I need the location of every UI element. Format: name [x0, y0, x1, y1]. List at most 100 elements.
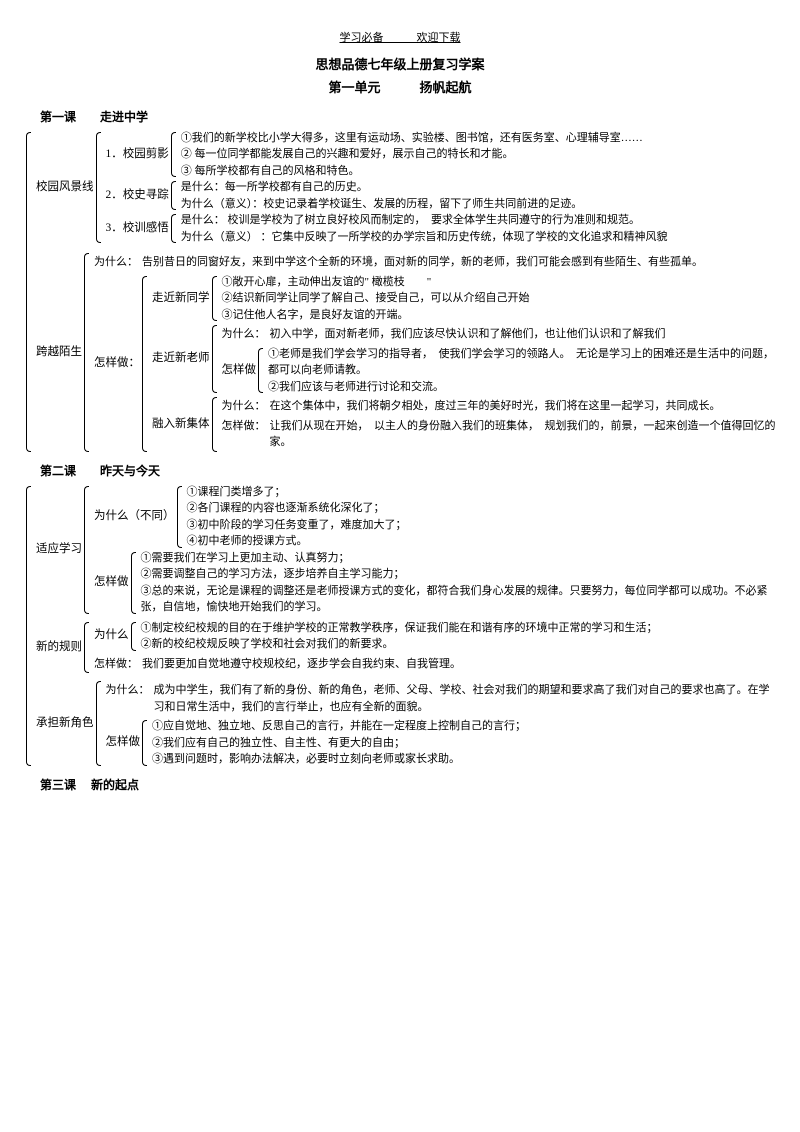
doc-title: 思想品德七年级上册复习学案: [20, 55, 780, 75]
text-item: ①应自觉地、独立地、反思自己的言行，并能在一定程度上控制自己的言行；: [152, 718, 780, 735]
label-why: 为什么：: [222, 326, 270, 343]
text-item: 我们要更加自觉地遵守校规校纪，逐步学会自我约束、自我管理。: [142, 656, 780, 673]
brace-icon: [212, 276, 220, 322]
page-header: 学习必备 欢迎下载: [20, 30, 780, 47]
label-adapt: 适应学习: [36, 484, 84, 616]
brace-icon: [84, 622, 92, 674]
brace-icon: [171, 181, 179, 210]
text-item: ②我们应有自己的独立性、自主性、有更大的自由；: [152, 735, 780, 752]
brace-icon: [177, 486, 185, 548]
sub-teachers: 走近新老师 为什么： 初入中学，面对新老师，我们应该尽快认识和了解他们，也让他们…: [152, 323, 780, 395]
label-how: 怎样做: [222, 346, 259, 396]
brace-icon: [212, 397, 220, 452]
section-rules: 新的规则 为什么 ①制定校纪校规的目的在于维护学校的正常教学秩序，保证我们能在和…: [36, 620, 780, 676]
text-item: ③总的来说，无论是课程的调整还是老师授课方式的变化，都符合我们身心发展的规律。只…: [141, 583, 781, 616]
how-row: 怎样做： 我们要更加自觉地遵守校规校纪，逐步学会自我约束、自我管理。: [94, 656, 780, 673]
brace-icon: [258, 348, 266, 394]
text-item: 初入中学，面对新老师，我们应该尽快认识和了解他们，也让他们认识和了解我们: [270, 326, 781, 343]
label-why: 为什么: [94, 620, 131, 653]
brace-icon: [84, 253, 92, 452]
why-row: 为什么： 初入中学，面对新老师，我们应该尽快认识和了解他们，也让他们认识和了解我…: [222, 326, 781, 343]
label-how: 怎样做：: [222, 418, 270, 451]
how-group: 怎样做 ①应自觉地、独立地、反思自己的言行，并能在一定程度上控制自己的言行； ②…: [106, 718, 781, 768]
label-stranger: 跨越陌生: [36, 251, 84, 454]
text-item: ④初中老师的授课方式。: [187, 533, 781, 550]
brace-icon: [171, 132, 179, 178]
brace-icon: [26, 486, 34, 766]
brace-icon: [96, 132, 104, 244]
text-item: ②结识新同学让同学了解自己、接受自己，可以从介绍自己开始: [222, 290, 781, 307]
section-adapt: 适应学习 为什么（不同） ①课程门类增多了； ②各门课程的内容也逐渐系统化深化了…: [36, 484, 780, 616]
text-item: 为什么（意义） ：它集中反映了一所学校的办学宗旨和历史传统，体现了学校的文化追求…: [181, 229, 780, 246]
text-item: 为什么（意义）：校史记录着学校诞生、发展的历程，留下了师生共同前进的足迹。: [181, 196, 780, 213]
label-rules: 新的规则: [36, 620, 84, 676]
text-item: 在这个集体中，我们将朝夕相处，度过三年的美好时光，我们将在这里一起学习，共同成长…: [270, 398, 781, 415]
label-role: 承担新角色: [36, 679, 96, 768]
text-item: 成为中学生，我们有了新的身份、新的角色，老师、父母、学校、社会对我们的期望和要求…: [154, 682, 781, 715]
text-item: 是什么： 校训是学校为了树立良好校风而制定的， 要求全体学生共同遵守的行为准则和…: [181, 212, 780, 229]
brace-icon: [212, 325, 220, 393]
doc-subtitle: 第一单元 扬帆起航: [20, 78, 780, 98]
section-stranger: 跨越陌生 为什么： 告别昔日的同窗好友，来到中学这个全新的环境，面对新的同学，新…: [36, 251, 780, 454]
label-how: 怎样做：: [94, 656, 142, 673]
brace-icon: [142, 276, 150, 452]
text-item: ②新的校纪校规反映了学校和社会对我们的新要求。: [141, 636, 781, 653]
sub-motto: 3．校训感悟 是什么： 校训是学校为了树立良好校风而制定的， 要求全体学生共同遵…: [106, 212, 781, 245]
text-item: ②我们应该与老师进行讨论和交流。: [268, 379, 780, 396]
lesson2-root: 适应学习 为什么（不同） ①课程门类增多了； ②各门课程的内容也逐渐系统化深化了…: [26, 484, 780, 768]
label-profile: 1．校园剪影: [106, 130, 171, 180]
text-item: ①课程门类增多了；: [187, 484, 781, 501]
label-why: 为什么：: [222, 398, 270, 415]
lesson3-head: 第三课 新的起点: [40, 776, 780, 794]
sub-collective: 融入新集体 为什么： 在这个集体中，我们将朝夕相处，度过三年的美好时光，我们将在…: [152, 395, 780, 454]
lesson1-root: 校园风景线 1．校园剪影 ①我们的新学校比小学大得多，这里有运动场、实验楼、图书…: [26, 130, 780, 454]
brace-icon: [131, 622, 139, 651]
label-classmates: 走近新同学: [152, 274, 212, 324]
why-group: 为什么（不同） ①课程门类增多了； ②各门课程的内容也逐渐系统化深化了； ③初中…: [94, 484, 780, 550]
why-row: 为什么： 在这个集体中，我们将朝夕相处，度过三年的美好时光，我们将在这里一起学习…: [222, 398, 781, 415]
brace-icon: [142, 720, 150, 766]
label-how: 怎样做：: [94, 274, 142, 454]
label-why: 为什么：: [94, 254, 142, 271]
label-why: 为什么（不同）: [94, 484, 177, 550]
text-item: ①制定校纪校规的目的在于维护学校的正常教学秩序，保证我们能在和谐有序的环境中正常…: [141, 620, 781, 637]
why-row: 为什么： 成为中学生，我们有了新的身份、新的角色，老师、父母、学校、社会对我们的…: [106, 682, 781, 715]
brace-icon: [26, 132, 34, 452]
how-row: 怎样做： 让我们从现在开始， 以主人的身份融入我们的班集体， 规划我们的，前景，…: [222, 418, 781, 451]
sub-profile: 1．校园剪影 ①我们的新学校比小学大得多，这里有运动场、实验楼、图书馆，还有医务…: [106, 130, 781, 180]
label-how: 怎样做: [94, 550, 131, 616]
sub-classmates: 走近新同学 ①敞开心扉，主动伸出友谊的" 橄榄枝 " ②结识新同学让同学了解自己…: [152, 274, 780, 324]
text-item: ③记住他人名字，是良好友谊的开端。: [222, 307, 781, 324]
brace-icon: [84, 486, 92, 614]
text-item: ①敞开心扉，主动伸出友谊的" 橄榄枝 ": [222, 274, 781, 291]
brace-icon: [131, 552, 139, 614]
sub-history: 2．校史寻踪 是什么：每一所学校都有自己的历史。 为什么（意义）：校史记录着学校…: [106, 179, 781, 212]
text-item: ③ 每所学校都有自己的风格和特色。: [181, 163, 780, 180]
text-item: ②需要调整自己的学习方法，逐步培养自主学习能力；: [141, 566, 781, 583]
brace-icon: [96, 681, 104, 766]
text-item: ②各门课程的内容也逐渐系统化深化了；: [187, 500, 781, 517]
text-item: ③遇到问题时，影响办法解决，必要时立刻向老师或家长求助。: [152, 751, 780, 768]
how-group: 怎样做： 走近新同学 ①敞开心扉，主动伸出友谊的" 橄榄枝 " ②结识新同学让同…: [94, 274, 780, 454]
label-collective: 融入新集体: [152, 395, 212, 454]
why-row: 为什么： 告别昔日的同窗好友，来到中学这个全新的环境，面对新的同学，新的老师，我…: [94, 254, 780, 271]
lesson1-head: 第一课 走进中学: [40, 108, 780, 126]
label-motto: 3．校训感悟: [106, 212, 171, 245]
label-history: 2．校史寻踪: [106, 179, 171, 212]
label-why: 为什么：: [106, 682, 154, 715]
how-group: 怎样做 ①需要我们在学习上更加主动、认真努力； ②需要调整自己的学习方法，逐步培…: [94, 550, 780, 616]
text-item: 告别昔日的同窗好友，来到中学这个全新的环境，面对新的同学，新的老师，我们可能会感…: [142, 254, 780, 271]
how-sub: 怎样做 ①老师是我们学会学习的指导者， 使我们学会学习的领路人。 无论是学习上的…: [222, 346, 781, 396]
section-role: 承担新角色 为什么： 成为中学生，我们有了新的身份、新的角色，老师、父母、学校、…: [36, 679, 780, 768]
text-item: ③初中阶段的学习任务变重了，难度加大了；: [187, 517, 781, 534]
section-campus: 校园风景线 1．校园剪影 ①我们的新学校比小学大得多，这里有运动场、实验楼、图书…: [36, 130, 780, 246]
text-item: ①老师是我们学会学习的指导者， 使我们学会学习的领路人。 无论是学习上的困难还是…: [268, 346, 780, 379]
label-how: 怎样做: [106, 718, 143, 768]
why-group: 为什么 ①制定校纪校规的目的在于维护学校的正常教学秩序，保证我们能在和谐有序的环…: [94, 620, 780, 653]
text-item: 让我们从现在开始， 以主人的身份融入我们的班集体， 规划我们的，前景，一起来创造…: [270, 418, 781, 451]
label-teachers: 走近新老师: [152, 323, 212, 395]
text-item: ①需要我们在学习上更加主动、认真努力；: [141, 550, 781, 567]
text-item: ② 每一位同学都能发展自己的兴趣和爱好，展示自己的特长和才能。: [181, 146, 780, 163]
lesson2-head: 第二课 昨天与今天: [40, 462, 780, 480]
brace-icon: [171, 214, 179, 243]
